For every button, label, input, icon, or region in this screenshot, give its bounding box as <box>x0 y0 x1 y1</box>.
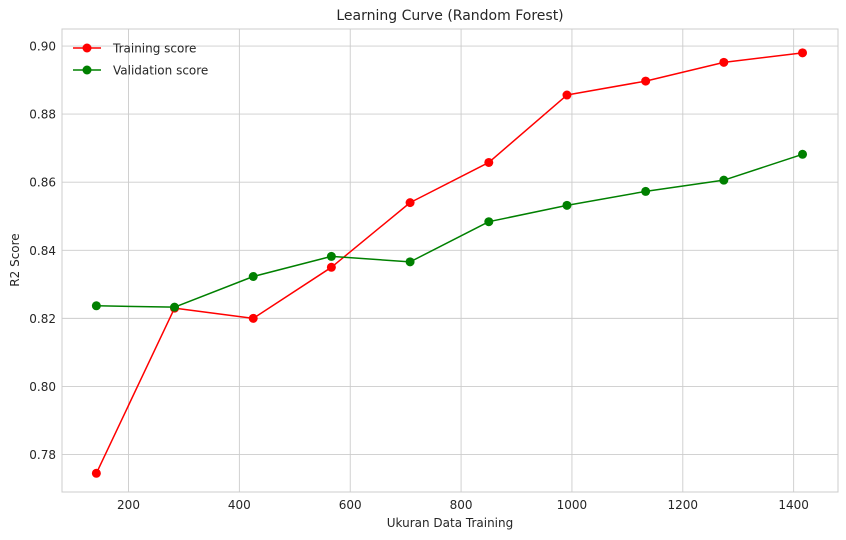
y-tick-label: 0.82 <box>29 312 56 326</box>
training-score-point <box>91 468 101 478</box>
tick-labels: 200 400 600 800 1000 1200 1400 0.78 0.80 0.82 0.84… <box>29 40 809 512</box>
validation-score-point <box>798 149 808 159</box>
training-score-point <box>484 157 494 167</box>
plot-frame <box>61 28 839 493</box>
validation-score-line <box>96 153 803 308</box>
training-score-point <box>798 48 808 58</box>
x-tick-label: 200 <box>117 498 140 512</box>
y-tick-label: 0.90 <box>29 40 56 54</box>
training-score-line <box>95 52 803 474</box>
series-layer <box>91 48 808 478</box>
legend-swatch-validation-marker <box>82 65 92 75</box>
y-tick-label: 0.78 <box>29 448 56 462</box>
validation-score-point <box>91 301 101 311</box>
training-score-point <box>641 76 651 86</box>
training-score-point <box>248 313 258 323</box>
validation-score-point <box>562 200 572 210</box>
x-tick-label: 400 <box>228 498 251 512</box>
x-tick-label: 1200 <box>668 498 699 512</box>
y-tick-label: 0.84 <box>29 244 56 258</box>
legend-swatch-training-marker <box>82 43 92 53</box>
x-tick-label: 800 <box>450 498 473 512</box>
validation-score-point <box>484 217 494 227</box>
validation-score-point <box>326 251 336 261</box>
legend-label-validation: Validation score <box>113 64 208 78</box>
x-tick-label: 1000 <box>557 498 588 512</box>
validation-score-point <box>248 272 258 282</box>
training-score-point <box>405 198 415 208</box>
training-score-point <box>326 262 336 272</box>
chart-title: Learning Curve (Random Forest) <box>336 8 563 24</box>
validation-score-point <box>170 302 180 312</box>
x-tick-label: 600 <box>339 498 362 512</box>
legend-label-training: Training score <box>112 42 196 56</box>
validation-score-point <box>719 175 729 185</box>
y-tick-label: 0.86 <box>29 176 56 190</box>
training-score-point <box>562 90 572 100</box>
validation-score-point <box>641 186 651 196</box>
legend: Training score Validation score <box>73 42 208 78</box>
y-tick-label: 0.80 <box>29 380 56 394</box>
training-score-point <box>719 57 729 67</box>
validation-score-point <box>405 257 415 267</box>
y-axis-label: R2 Score <box>8 233 22 286</box>
x-axis-label: Ukuran Data Training <box>387 516 514 530</box>
grid-layer <box>62 29 838 492</box>
x-tick-label: 1400 <box>778 498 809 512</box>
y-tick-label: 0.88 <box>29 108 56 122</box>
